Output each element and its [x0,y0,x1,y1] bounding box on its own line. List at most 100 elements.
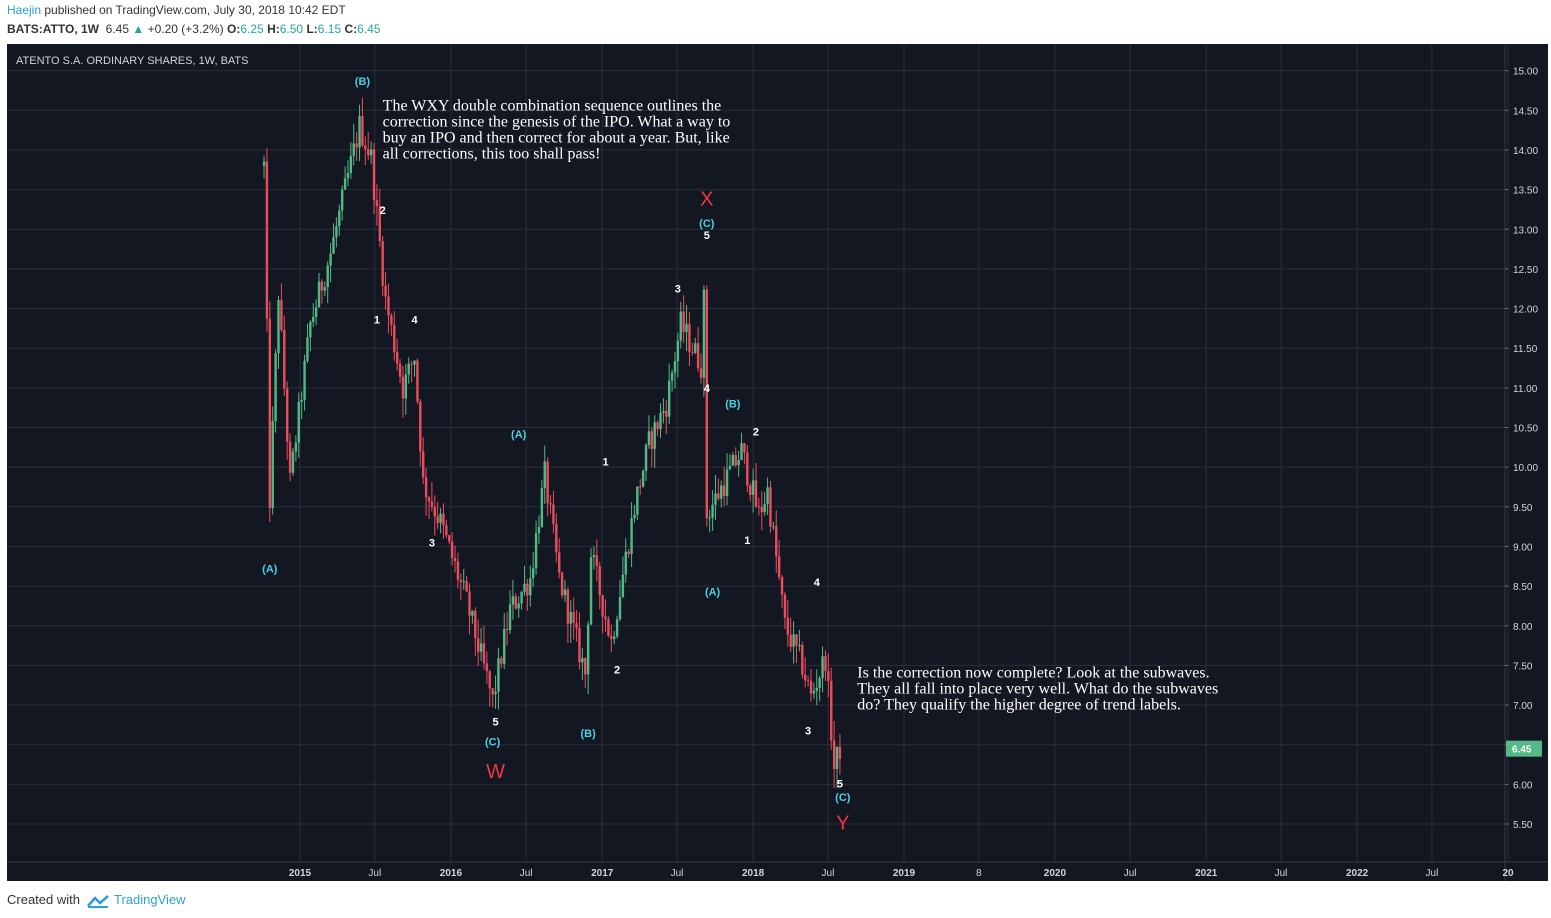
note-line: buy an IPO and then correct for about a … [383,129,730,146]
x-tick-label: Jul [1124,868,1137,879]
y-tick-label: 12.00 [1513,305,1538,316]
candle-body [763,504,766,513]
x-tick-label: 2020 [1044,868,1067,879]
author-link[interactable]: Haejin [7,3,42,17]
y-tick-label: 7.50 [1513,661,1533,672]
candle-body [540,488,544,527]
candle-body [641,470,645,487]
x-tick-label: Jul [368,868,381,879]
tradingview-logo-icon [87,894,109,908]
candle-body [277,300,280,354]
candle-body [531,568,535,579]
candle-body [592,555,596,558]
candle-body [586,624,590,675]
candle-body [653,422,656,449]
candle-body [329,253,332,266]
candle-body [332,237,335,254]
candle-body [760,506,763,513]
candle-body [410,363,413,365]
wave-label: 1 [744,535,750,547]
y-tick-label: 12.50 [1513,265,1538,276]
candle-body [338,210,341,227]
candle-body [670,372,674,381]
candle-body [497,658,500,692]
candle-body [722,485,726,497]
candle-body [708,517,711,519]
wave-label: 5 [837,779,843,791]
candle-body [659,412,662,430]
high-label: H: [267,22,280,36]
candle-body [656,422,659,430]
y-tick-label: 11.50 [1513,344,1538,355]
candle-body [430,501,434,507]
note-line: correction since the genesis of the IPO.… [383,113,731,130]
candle-body [720,485,723,499]
y-tick-label: 13.00 [1513,225,1538,236]
candle-body [476,638,480,652]
candle-body [323,287,327,291]
x-tick-label: 2019 [893,868,916,879]
wave-label: X [700,188,713,210]
candle-body [694,343,697,353]
candle-body [265,161,269,319]
candle-body [783,594,787,618]
wave-label: 3 [429,537,435,549]
note-line: Is the correction now complete? Look at … [857,664,1209,681]
candle-body [818,678,821,689]
candle-body [824,656,827,672]
x-tick-label: 2015 [289,868,312,879]
candle-body [702,289,706,378]
candle-body [262,161,266,166]
candle-body [407,363,410,375]
candle-body [529,578,532,596]
candle-body [838,746,842,760]
plot-area [7,44,1505,862]
candle-body [340,189,344,211]
candle-body [711,504,714,518]
wave-label: (A) [262,564,278,576]
candle-body [456,561,460,580]
candle-body [815,688,818,691]
candle-body [482,643,486,664]
y-tick-label: 11.00 [1513,384,1538,395]
candle-body [832,740,836,770]
candle-body [647,431,651,445]
candle-body [751,480,755,495]
candle-body [795,634,798,646]
candle-body [358,116,361,148]
candle-body [448,535,451,542]
footer: Created with TradingView [7,892,186,908]
tradingview-link[interactable]: TradingView [113,892,186,907]
candle-body [775,526,778,557]
candle-body [387,296,390,316]
open-label: O: [227,22,241,36]
x-tick-label: 2021 [1195,868,1218,879]
candle-body [798,644,801,646]
candle-body [714,493,717,505]
candle-body [682,311,685,333]
wave-label: 4 [814,577,821,589]
candle-body [274,353,277,422]
note-line: They all fall into place very well. What… [857,680,1218,697]
candle-body [612,636,616,640]
candle-body [688,324,691,352]
candle-body [679,311,682,341]
candle-body [459,579,463,582]
candle-body [769,487,772,527]
candle-body [378,205,381,241]
candle-body [777,556,781,578]
y-tick-label: 5.50 [1513,820,1533,831]
candle-body [696,343,700,369]
candle-body [398,363,402,377]
candle-body [665,411,668,417]
candle-body [743,443,746,453]
change-value: +0.20 (+3.2%) [147,22,224,36]
candle-body [450,541,454,559]
candle-body [757,506,761,508]
candle-body [731,454,735,466]
candle-body [575,622,578,629]
candle-body [801,644,804,675]
candle-body [421,451,425,478]
high-value: 6.50 [279,22,304,36]
